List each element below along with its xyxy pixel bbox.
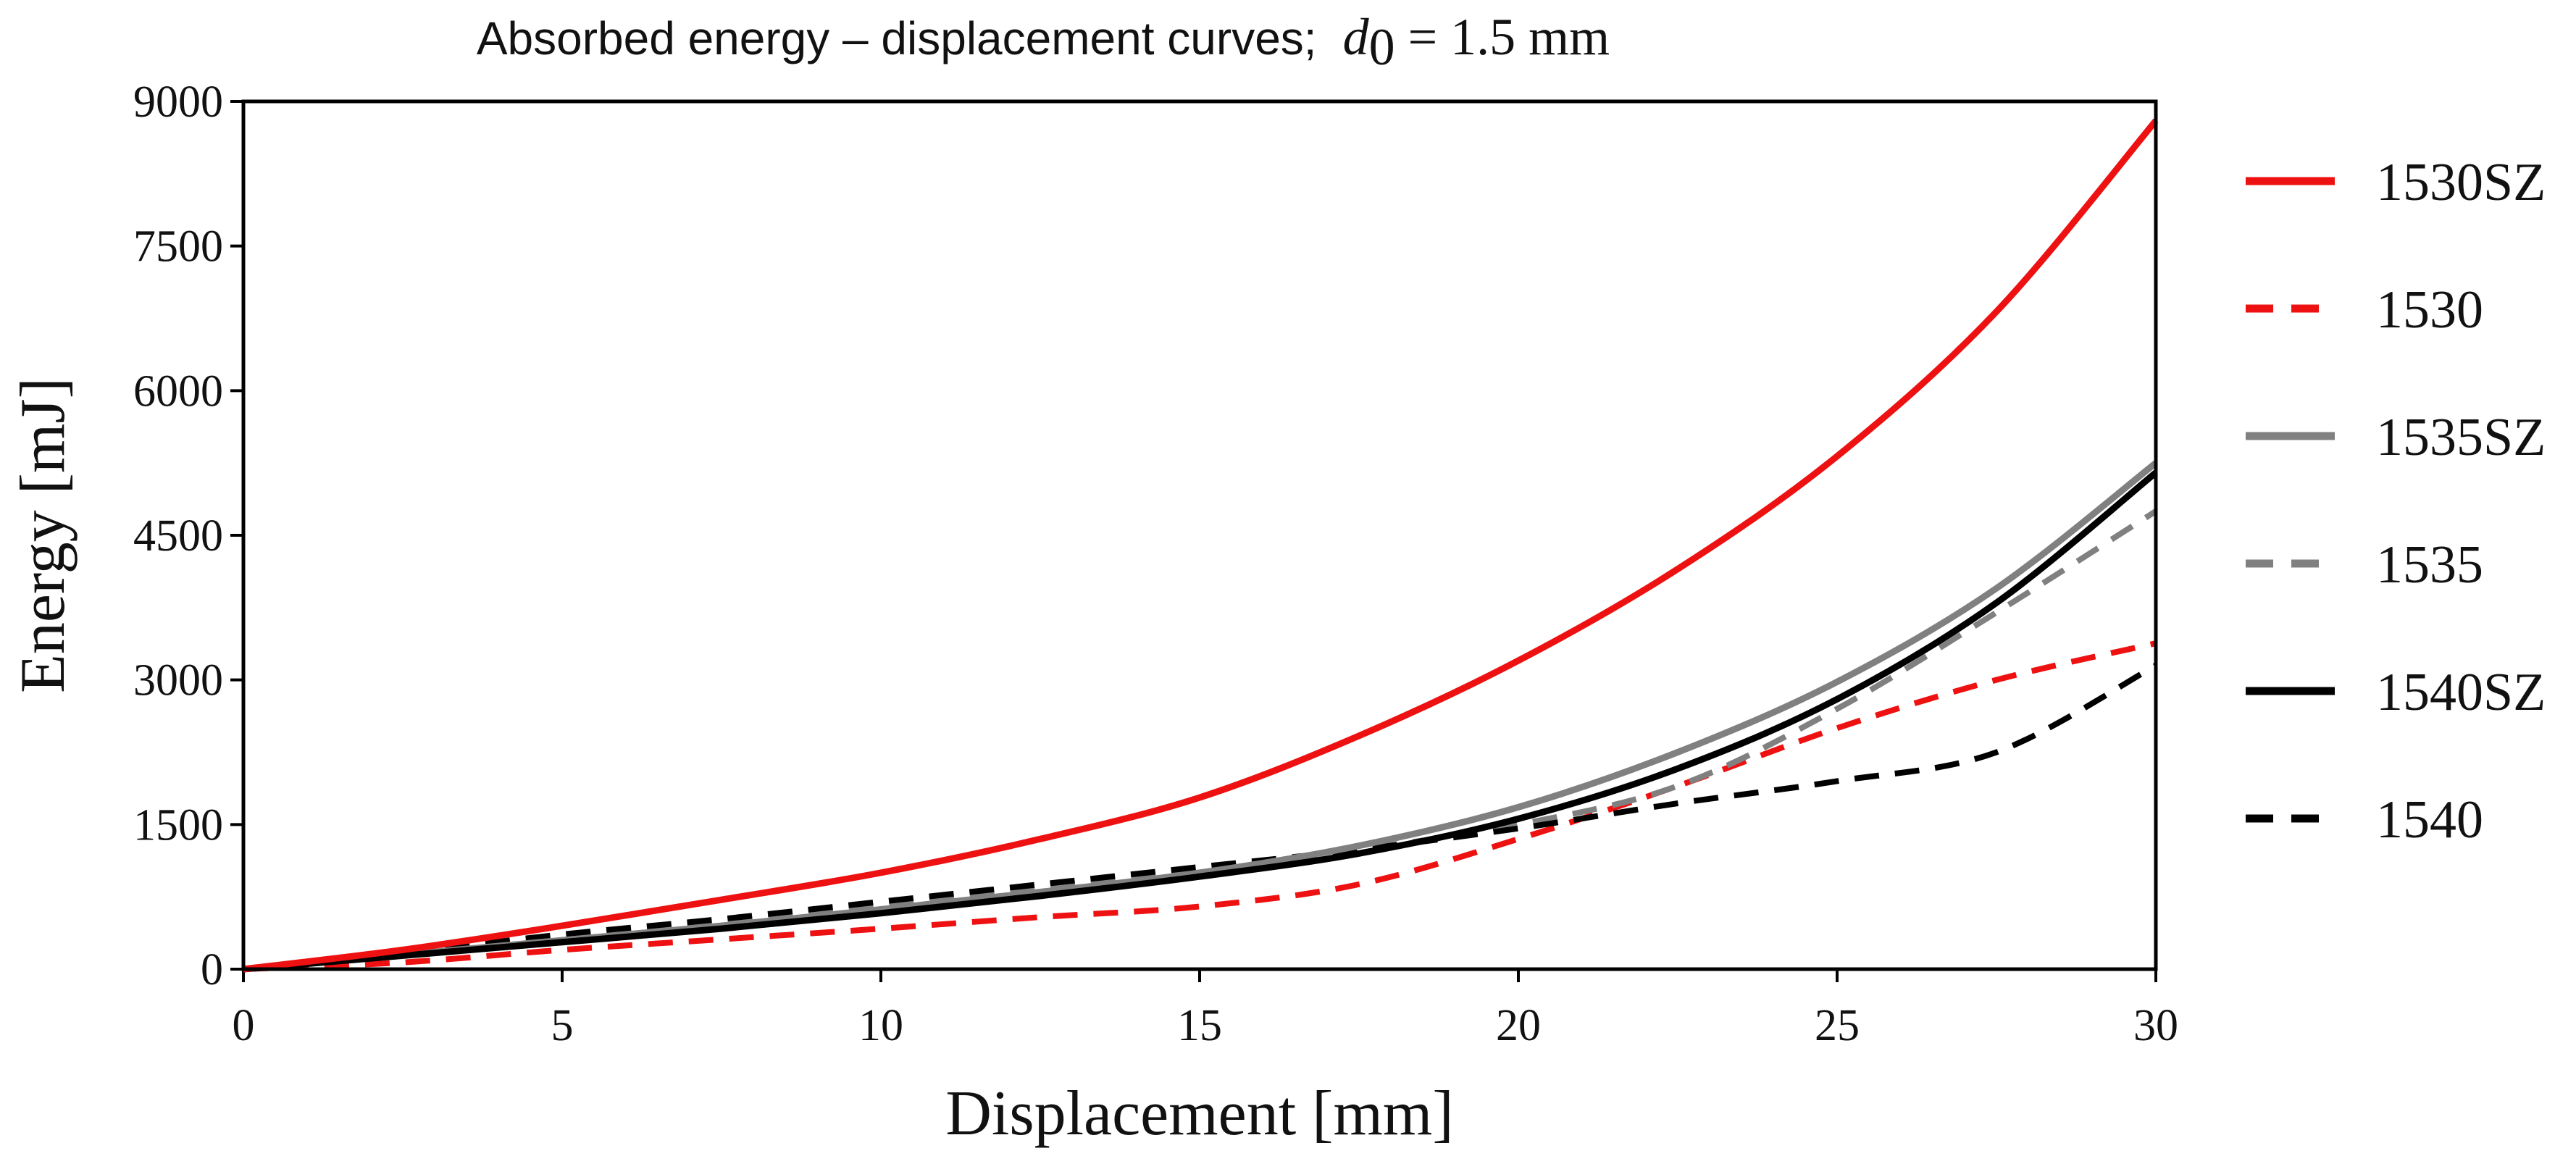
y-tick-label: 1500 xyxy=(133,800,223,850)
legend: 1530SZ 1530 1535SZ 1535 1540SZ 1540 xyxy=(2246,153,2546,850)
chart-title-math-rest: = 1.5 mm xyxy=(1395,8,1610,66)
y-tick-label: 0 xyxy=(201,945,223,995)
legend-label-1540: 1540 xyxy=(2376,790,2483,850)
x-tick-label: 0 xyxy=(233,1001,255,1050)
x-tick-label: 30 xyxy=(2133,1001,2178,1050)
series-line-1530sz xyxy=(243,118,2159,973)
x-tick-label: 5 xyxy=(551,1001,574,1050)
y-tick-label: 4500 xyxy=(133,511,223,561)
series-line-1530 xyxy=(243,640,2157,972)
legend-label-1535sz: 1535SZ xyxy=(2376,408,2546,467)
chart-title-math-symbol: d xyxy=(1343,8,1370,66)
y-tick-label: 7500 xyxy=(133,222,223,272)
y-tick-label: 6000 xyxy=(133,367,223,416)
legend-label-1540sz: 1540SZ xyxy=(2376,663,2546,722)
x-axis-ticks: 0 5 10 15 20 25 30 xyxy=(233,969,2178,1050)
legend-label-1530sz: 1530SZ xyxy=(2376,153,2546,212)
chart-title-math-subscript: 0 xyxy=(1369,18,1395,76)
y-axis-label: Energy [mJ] xyxy=(8,377,78,693)
x-axis-label: Displacement [mm] xyxy=(945,1079,1453,1149)
x-tick-label: 15 xyxy=(1177,1001,1222,1050)
x-tick-label: 25 xyxy=(1815,1001,1860,1050)
chart-title-text: Absorbed energy – displacement curves; xyxy=(477,12,1317,64)
series-line-1540sz xyxy=(243,469,2158,973)
y-tick-label: 3000 xyxy=(133,656,223,705)
x-tick-label: 10 xyxy=(858,1001,903,1050)
legend-label-1535: 1535 xyxy=(2376,535,2483,595)
data-series-layer xyxy=(243,118,2159,973)
x-tick-label: 20 xyxy=(1496,1001,1541,1050)
y-axis-ticks: 0 1500 3000 4500 6000 7500 9000 xyxy=(133,78,243,995)
legend-label-1530: 1530 xyxy=(2376,280,2483,340)
y-tick-label: 9000 xyxy=(133,78,223,127)
chart-title: Absorbed energy – displacement curves; d0… xyxy=(477,8,1610,76)
plot-area-frame xyxy=(241,99,2158,971)
